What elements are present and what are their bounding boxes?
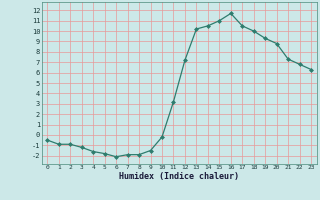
X-axis label: Humidex (Indice chaleur): Humidex (Indice chaleur) (119, 172, 239, 181)
